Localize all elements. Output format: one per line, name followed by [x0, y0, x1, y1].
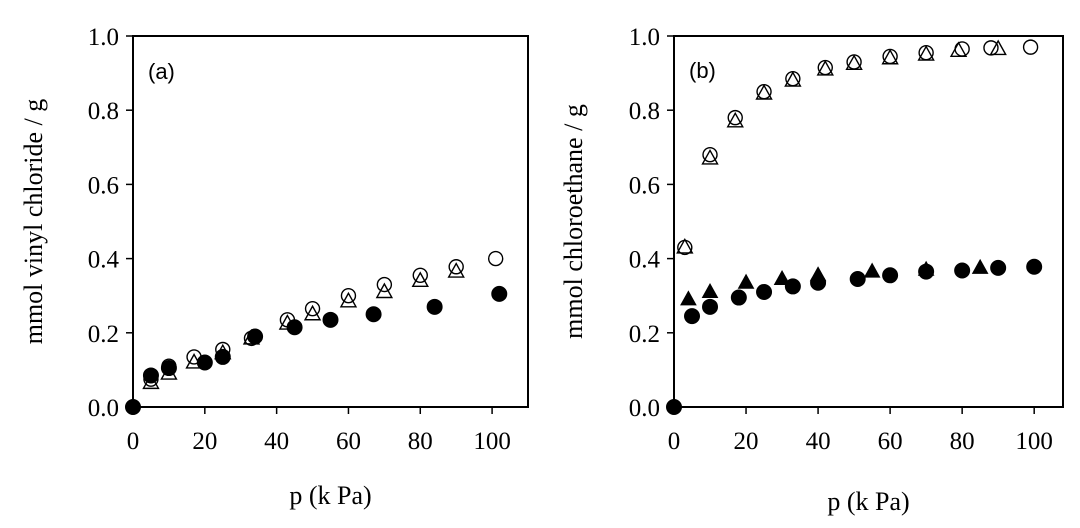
data-point [365, 306, 382, 323]
x-tick-label: 0 [127, 428, 140, 455]
y-tick-label: 1.0 [629, 24, 660, 51]
panel-a: 0.0 0.2 0.4 0.6 0.8 1.0 0 20 40 60 80 100 p (k Pa) mm… [19, 24, 529, 510]
data-point [990, 259, 1007, 276]
y-tick-label: 0.2 [88, 321, 119, 348]
y-axis-title: mmol vinyl chloride / g [19, 99, 48, 345]
data-point [666, 399, 682, 415]
data-point [339, 291, 358, 308]
y-tick-label: 0.0 [629, 395, 660, 422]
data-point [971, 258, 989, 274]
data-point [1026, 258, 1043, 275]
data-point [863, 262, 881, 278]
x-tick-label: 80 [950, 428, 975, 455]
data-point [676, 238, 694, 254]
series-open-circle [125, 250, 504, 415]
plot-frame [132, 35, 529, 408]
data-point [247, 328, 264, 345]
data-point [954, 262, 971, 279]
panel-label: (a) [148, 59, 175, 84]
data-point [1022, 39, 1039, 55]
data-point [304, 300, 321, 317]
data-point [491, 285, 508, 302]
data-point [727, 109, 743, 126]
data-point [989, 39, 1007, 56]
data-point [142, 367, 159, 384]
data-point [917, 45, 935, 61]
data-point [816, 59, 834, 76]
data-point [125, 399, 141, 415]
data-point [773, 269, 791, 286]
y-tick-label: 0.6 [88, 172, 119, 199]
x-tick-label: 100 [473, 428, 511, 455]
data-point [303, 304, 322, 321]
y-tick-label: 1.0 [88, 24, 119, 51]
x-tick-label: 20 [734, 428, 759, 455]
y-tick-label: 0.6 [629, 172, 660, 199]
panel-b: 0.0 0.2 0.4 0.6 0.8 1.0 0 20 40 60 80 100 p (k Pa) mm… [559, 24, 1064, 516]
data-point [756, 283, 773, 300]
data-point [784, 278, 801, 295]
data-point [881, 48, 899, 65]
x-axis-title: p (k Pa) [827, 487, 909, 516]
data-point [726, 111, 744, 128]
data-point [918, 263, 935, 280]
x-tick-label: 100 [1015, 428, 1053, 455]
data-point [412, 267, 428, 283]
data-point [426, 298, 443, 315]
panel-label: (b) [689, 58, 716, 83]
data-point [487, 250, 504, 267]
series-open-triangle [676, 39, 1007, 254]
data-point [701, 282, 719, 298]
data-point [701, 148, 719, 165]
y-tick-label: 0.8 [629, 98, 660, 125]
x-tick-label: 40 [264, 428, 289, 455]
data-point [755, 84, 773, 100]
y-tick-label: 0.0 [88, 395, 119, 422]
data-point [684, 308, 701, 325]
x-tick-label: 60 [878, 428, 903, 455]
data-point [160, 360, 177, 377]
data-point [849, 271, 866, 288]
data-point [214, 348, 231, 365]
data-point [810, 274, 827, 291]
data-point [702, 147, 718, 163]
data-point [845, 54, 863, 71]
data-point [702, 298, 719, 315]
data-point [447, 262, 465, 278]
data-point [411, 271, 429, 288]
series-open-triangle [142, 262, 465, 390]
data-point [375, 282, 394, 299]
y-tick-label: 0.2 [629, 321, 660, 348]
x-tick-label: 80 [408, 428, 433, 455]
y-tick-label: 0.4 [88, 247, 120, 274]
data-point [340, 288, 357, 304]
data-point [882, 267, 899, 284]
data-point [737, 273, 755, 289]
plot-frame [673, 35, 1064, 408]
x-tick-label: 20 [192, 428, 217, 455]
data-point [286, 319, 303, 336]
data-point [680, 290, 697, 306]
x-tick-label: 40 [806, 428, 831, 455]
y-axis-title: mmol chloroethane / g [559, 104, 588, 339]
data-point [949, 41, 968, 58]
data-point [784, 71, 802, 87]
series-filled-triangle [680, 258, 989, 306]
data-point [730, 289, 747, 306]
series-filled-circle [666, 258, 1043, 415]
x-axis-title: p (k Pa) [289, 481, 371, 510]
series-filled-circle [125, 285, 508, 415]
y-tick-label: 0.8 [88, 98, 119, 125]
x-tick-label: 0 [668, 428, 681, 455]
data-point [196, 354, 213, 371]
series-open-circle [677, 39, 1039, 256]
x-tick-label: 60 [336, 428, 361, 455]
data-point [322, 311, 339, 328]
y-tick-label: 0.4 [629, 247, 661, 274]
